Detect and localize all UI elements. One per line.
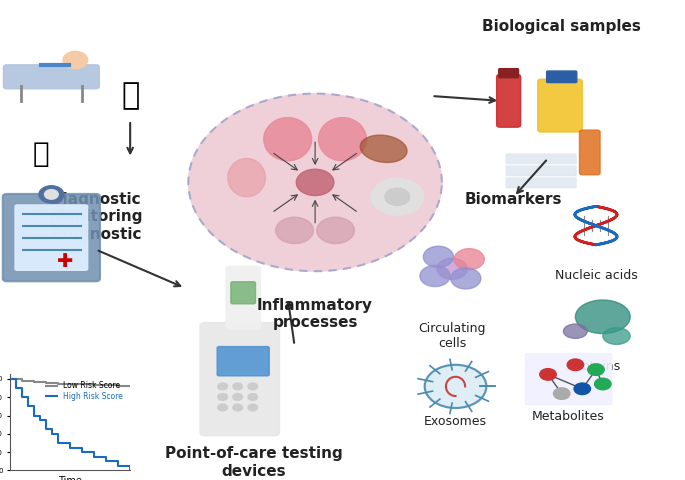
Circle shape	[248, 404, 258, 411]
Circle shape	[371, 179, 423, 215]
High Risk Score	[48, 431, 56, 437]
Circle shape	[553, 388, 570, 399]
High Risk Score	[114, 463, 123, 468]
X-axis label: Time: Time	[58, 476, 82, 480]
Circle shape	[248, 394, 258, 400]
Ellipse shape	[319, 118, 366, 161]
Circle shape	[233, 394, 242, 400]
High Risk Score	[6, 376, 14, 382]
High Risk Score	[54, 440, 62, 446]
Text: Circulating
cells: Circulating cells	[419, 322, 486, 349]
Low Risk Score	[30, 379, 38, 384]
Circle shape	[218, 383, 227, 390]
Circle shape	[567, 359, 584, 371]
Circle shape	[574, 383, 590, 395]
Circle shape	[233, 383, 242, 390]
FancyBboxPatch shape	[497, 74, 521, 127]
FancyBboxPatch shape	[538, 79, 582, 132]
Circle shape	[420, 265, 450, 287]
FancyBboxPatch shape	[226, 266, 260, 329]
High Risk Score	[12, 385, 21, 391]
Line: Low Risk Score: Low Risk Score	[10, 379, 130, 386]
FancyBboxPatch shape	[547, 71, 577, 83]
Text: 🚶: 🚶	[33, 140, 49, 168]
Legend: Low Risk Score, High Risk Score: Low Risk Score, High Risk Score	[42, 378, 126, 404]
High Risk Score	[78, 449, 86, 455]
Ellipse shape	[297, 169, 334, 196]
Low Risk Score	[42, 380, 51, 385]
Low Risk Score	[126, 384, 134, 389]
Circle shape	[39, 186, 64, 203]
FancyBboxPatch shape	[3, 65, 99, 89]
FancyBboxPatch shape	[506, 178, 576, 188]
High Risk Score	[30, 413, 38, 419]
High Risk Score	[102, 458, 110, 464]
Ellipse shape	[264, 118, 312, 161]
Low Risk Score	[54, 381, 62, 386]
High Risk Score	[36, 417, 45, 423]
Circle shape	[423, 246, 453, 267]
FancyBboxPatch shape	[217, 347, 269, 376]
Text: Biological samples: Biological samples	[482, 19, 641, 34]
Circle shape	[595, 378, 611, 390]
Low Risk Score	[114, 384, 123, 389]
Low Risk Score	[90, 383, 99, 388]
FancyBboxPatch shape	[506, 166, 576, 176]
Circle shape	[437, 258, 467, 279]
Text: Diagnostic
Monitoring
Prognostic: Diagnostic Monitoring Prognostic	[49, 192, 142, 242]
FancyBboxPatch shape	[580, 130, 600, 175]
Text: Exosomes: Exosomes	[424, 415, 487, 428]
Low Risk Score	[66, 382, 75, 387]
Low Risk Score	[12, 376, 21, 382]
Circle shape	[188, 94, 442, 271]
FancyBboxPatch shape	[506, 154, 576, 164]
FancyBboxPatch shape	[525, 354, 612, 405]
Circle shape	[218, 394, 227, 400]
Ellipse shape	[360, 135, 407, 162]
Low Risk Score	[18, 378, 26, 384]
Line: High Risk Score: High Risk Score	[10, 379, 130, 468]
Ellipse shape	[275, 217, 313, 243]
Circle shape	[540, 369, 556, 380]
Circle shape	[233, 404, 242, 411]
Low Risk Score	[78, 382, 86, 387]
FancyBboxPatch shape	[200, 323, 279, 436]
Ellipse shape	[575, 300, 630, 334]
Circle shape	[454, 249, 484, 270]
Low Risk Score	[102, 383, 110, 388]
High Risk Score	[90, 454, 99, 459]
Text: Proteins: Proteins	[571, 360, 621, 373]
Text: Point-of-care testing
devices: Point-of-care testing devices	[164, 446, 342, 479]
Circle shape	[248, 383, 258, 390]
Text: Metabolites: Metabolites	[532, 410, 605, 423]
Low Risk Score	[6, 376, 14, 382]
FancyBboxPatch shape	[499, 69, 519, 78]
High Risk Score	[126, 466, 134, 471]
High Risk Score	[42, 426, 51, 432]
Text: ✚: ✚	[57, 252, 73, 271]
High Risk Score	[66, 444, 75, 450]
High Risk Score	[18, 395, 26, 400]
Text: Inflammatory
processes: Inflammatory processes	[257, 298, 373, 330]
Circle shape	[385, 188, 410, 205]
Circle shape	[425, 365, 486, 408]
Circle shape	[451, 268, 481, 289]
Circle shape	[45, 190, 58, 199]
Circle shape	[63, 51, 88, 69]
FancyBboxPatch shape	[15, 205, 88, 270]
High Risk Score	[24, 404, 32, 409]
Text: Nucleic acids: Nucleic acids	[555, 269, 637, 282]
Circle shape	[218, 404, 227, 411]
Ellipse shape	[227, 158, 265, 197]
Ellipse shape	[563, 324, 587, 338]
Ellipse shape	[316, 217, 354, 243]
FancyBboxPatch shape	[231, 282, 256, 304]
Ellipse shape	[603, 327, 630, 345]
Circle shape	[588, 364, 604, 375]
Text: 🏃: 🏃	[121, 82, 139, 110]
Text: Biomarkers: Biomarkers	[465, 192, 562, 207]
FancyBboxPatch shape	[3, 194, 100, 281]
